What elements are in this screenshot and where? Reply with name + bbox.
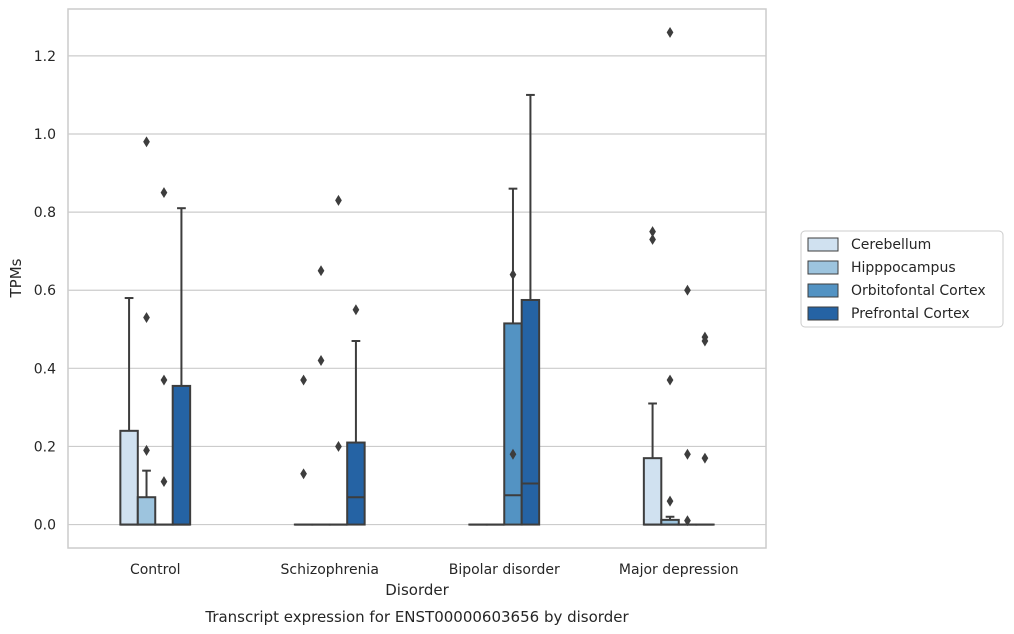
legend-swatch [807,260,839,275]
box-groups [119,26,715,527]
y-tick-label: 1.2 [34,49,56,65]
outlier-point [335,440,342,452]
box-orbitofontal-cortex [154,187,174,526]
legend-item: Hipppocampus [807,260,956,276]
legend: Cerebellum Hipppocampus Orbitofontal Corte… [800,230,1004,328]
box-prefrontal-cortex [520,93,541,526]
outlier-point [143,444,150,456]
outlier-point [160,187,168,199]
y-axis-ticks: 0.0 0.2 0.4 0.6 0.8 1.0 1.2 [34,49,56,534]
x-axis-label: Disorder [385,581,449,599]
box-body [119,429,139,526]
box-prefrontal-cortex [695,331,715,526]
box-cerebellum [293,374,314,526]
outlier-point [649,233,656,245]
outlier-point [143,136,150,148]
box-prefrontal-cortex [346,304,366,526]
outlier-point [666,26,674,38]
outlier-point [666,374,674,386]
legend-item: Orbitofontal Cortex [807,283,986,299]
outlier-point [684,284,691,296]
x-tick-label: Bipolar disorder [449,562,560,578]
outlier-point [649,226,656,238]
legend-label: Prefrontal Cortex [851,306,970,322]
legend-item: Cerebellum [807,237,931,253]
y-tick-label: 0.2 [34,439,56,455]
outlier-point [317,265,325,277]
legend-label: Orbitofontal Cortex [851,283,986,299]
box-hipppocampus [660,26,680,526]
legend-label: Cerebellum [851,237,931,253]
outlier-point [701,335,709,347]
outlier-point [143,312,150,324]
legend-label: Hipppocampus [851,260,956,276]
box-hipppocampus [311,265,331,526]
legend-frame [800,230,1004,328]
outlier-point [701,452,709,464]
outlier-point [160,374,168,386]
box-cerebellum [642,226,663,526]
x-tick-label: Major depression [619,562,739,578]
y-axis-label: TPMs [7,258,25,298]
legend-swatch [807,237,839,252]
legend-item: Prefrontal Cortex [807,306,970,322]
box-body [171,384,192,526]
box-body [520,298,541,526]
outlier-point [684,448,691,460]
outlier-point [509,448,517,460]
outlier-point [335,194,342,206]
box-hipppocampus [136,136,157,526]
outlier-point [666,495,674,507]
box-orbitofontal-cortex [677,284,698,527]
x-tick-label: Control [130,562,181,578]
outlier-point [300,374,307,386]
outlier-point [352,304,360,316]
outlier-point [684,515,691,527]
box-body [642,457,663,526]
box-body [346,441,366,526]
x-axis-ticks: Control Schizophrenia Bipolar disorder Majo… [130,562,739,578]
outlier-point [317,355,325,366]
outlier-point [300,468,307,480]
chart-caption: Transcript expression for ENST0000060365… [204,608,629,626]
x-tick-label: Schizophrenia [281,562,379,578]
y-tick-label: 0.0 [34,518,56,534]
y-tick-label: 0.8 [34,205,56,221]
box-body [136,496,157,526]
legend-swatch [807,306,839,321]
plot-area-frame [67,8,767,549]
legend-swatch [807,283,839,298]
box-orbitofontal-cortex [503,187,523,526]
box-prefrontal-cortex [171,207,192,526]
outlier-point [509,269,517,281]
box-orbitofontal-cortex [328,194,349,526]
y-tick-label: 1.0 [34,127,56,143]
outlier-point [160,476,168,488]
box-cerebellum [119,297,139,526]
y-tick-label: 0.6 [34,283,56,299]
y-tick-label: 0.4 [34,361,56,377]
